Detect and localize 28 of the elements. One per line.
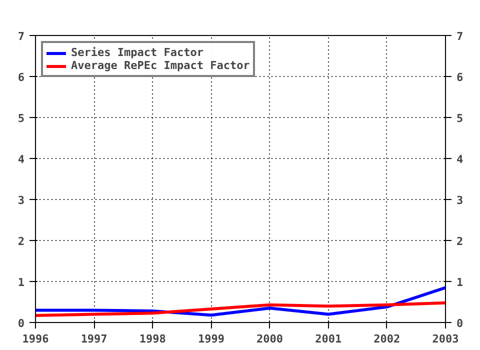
x-tick-label: 2000 [256, 332, 284, 346]
y-tick-label: 2 [18, 235, 24, 248]
legend-label: Series Impact Factor [71, 46, 204, 59]
y2-tick-label: 4 [456, 153, 464, 166]
y-tick-label: 0 [18, 317, 24, 330]
y2-tick-label: 0 [456, 317, 464, 330]
y-tick-label: 1 [18, 276, 25, 289]
y-tick-label: 3 [18, 194, 24, 207]
line-series [36, 301, 446, 318]
y-tick-label: 5 [18, 112, 24, 125]
x-tick-label: 1999 [198, 332, 224, 346]
y2-tick-label: 6 [456, 71, 464, 84]
y-tick-label: 4 [18, 153, 25, 166]
x-tick-label: 1997 [80, 332, 108, 346]
y2-tick-label: 1 [456, 276, 464, 289]
y2-tick-label: 7 [456, 30, 464, 43]
x-tick-label: 1996 [22, 332, 50, 346]
x-tick-label: 2001 [315, 332, 342, 346]
y-tick-label: 6 [18, 71, 25, 84]
line-series [36, 286, 446, 317]
x-tick-label: 1998 [139, 332, 166, 346]
y-tick-label: 7 [18, 30, 24, 43]
x-tick-label: 2002 [374, 332, 400, 346]
y2-tick-label: 3 [456, 194, 464, 207]
legend-label: Average RePEc Impact Factor [71, 59, 250, 72]
y2-tick-label: 5 [456, 112, 464, 125]
y2-tick-label: 2 [456, 235, 464, 248]
x-tick-label: 2003 [432, 332, 459, 346]
